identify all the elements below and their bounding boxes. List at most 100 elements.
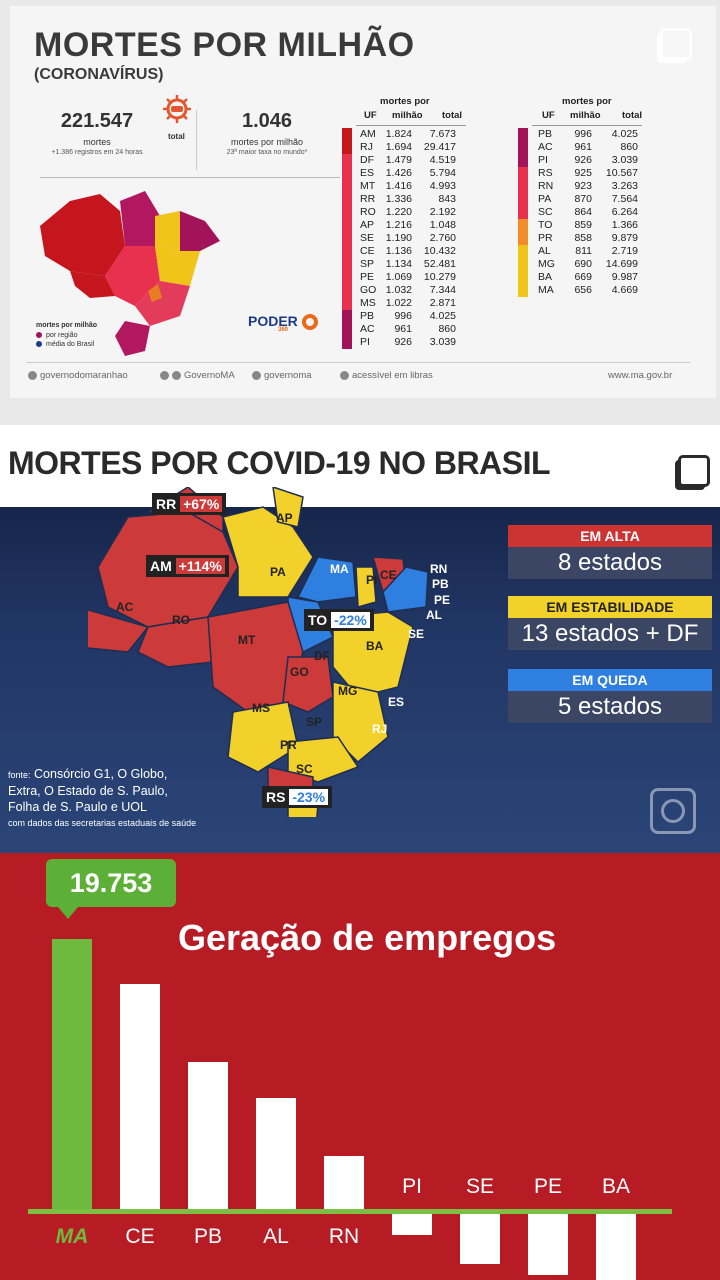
category-label-pb: PB	[193, 1225, 222, 1248]
category-label-ce: CE	[125, 1225, 155, 1248]
table-row: SP 1.134 52.481	[356, 258, 486, 271]
category-label-pe: PE	[533, 1175, 562, 1198]
state-label-ap: AP	[276, 511, 293, 525]
footer-social[interactable]: GovernoMA	[160, 370, 235, 381]
chart-baseline	[28, 1209, 672, 1214]
cell-total: 2.871	[429, 297, 456, 309]
table-row: RR 1.336 843	[356, 193, 486, 206]
footer-website[interactable]: www.ma.gov.br	[608, 370, 673, 381]
row-color-bar	[342, 232, 352, 245]
table-row: CE 1.136 10.432	[356, 245, 486, 258]
row-color-bar	[518, 180, 528, 193]
row-color-bar	[342, 258, 352, 271]
bar-pe	[528, 1214, 568, 1275]
state-label-al: AL	[426, 608, 442, 622]
col-header-milhao: milhão	[570, 110, 601, 121]
multiple-images-icon[interactable]	[678, 455, 710, 487]
status-box-estabilidade: EM ESTABILIDADE 13 estados + DF	[508, 596, 712, 650]
divider	[40, 177, 340, 178]
cell-total: 2.192	[429, 206, 456, 218]
row-color-bar	[342, 245, 352, 258]
chart-geracao-empregos: 19.753 Geração de empregos MA CE PB AL RN PI S…	[0, 853, 720, 1280]
cell-uf: SE	[360, 232, 375, 244]
infographic-covid-brasil: MORTES POR COVID-19 NO BRASIL AP PA MA CE RN…	[0, 425, 720, 853]
cell-uf: SP	[360, 258, 375, 270]
row-color-bar	[342, 219, 352, 232]
cell-uf: AP	[360, 219, 375, 231]
row-color-bar	[342, 323, 352, 336]
legend-item-region: por região	[46, 332, 78, 339]
col-header-total: total	[622, 110, 643, 121]
col-header-mortes: mortes por	[562, 96, 612, 107]
source-line: Extra, O Estado de S. Paulo,	[8, 784, 168, 798]
legend-title: mortes por milhão	[36, 322, 98, 329]
stat-total-label: mortes	[83, 137, 111, 147]
table-row: MA 656 4.669	[532, 284, 662, 297]
cell-per-million: 926	[394, 336, 412, 348]
panel2-header-bar	[0, 425, 720, 507]
state-label-ac: AC	[116, 600, 134, 614]
state-label-sp: SP	[306, 715, 323, 729]
row-color-bar	[342, 154, 352, 167]
table-row: DF 1.479 4.519	[356, 154, 486, 167]
cell-per-million: 1.336	[385, 193, 412, 205]
legend-dot-average	[36, 341, 42, 348]
state-label-pa: PA	[270, 565, 286, 579]
brazil-map-deaths	[40, 191, 220, 356]
cell-total: 843	[438, 193, 456, 205]
footer-libras[interactable]: acessível em libras	[340, 370, 433, 381]
footer-instagram[interactable]: governoma	[252, 370, 312, 381]
infographic-mortes-por-milhao: MORTES POR MILHÃO (CORONAVÍRUS) total 22…	[0, 0, 720, 425]
cell-per-million: 1.032	[385, 284, 412, 296]
row-color-bar	[342, 310, 352, 323]
multiple-images-icon[interactable]	[660, 28, 692, 60]
footer-libras-text: acessível em libras	[352, 370, 433, 381]
table-row: AP 1.216 1.048	[356, 219, 486, 232]
state-label-ce: CE	[380, 568, 397, 582]
cell-uf: BA	[538, 271, 553, 283]
category-label-se: SE	[465, 1175, 494, 1198]
panel1-title: MORTES POR MILHÃO	[34, 26, 415, 64]
table-row: PA 870 7.564	[532, 193, 662, 206]
row-color-bar	[518, 271, 528, 284]
status-box-estabilidade-title: EM ESTABILIDADE	[508, 596, 712, 618]
table-row: MG 690 14.699	[532, 258, 662, 271]
tag-am-state: AM	[150, 558, 172, 574]
cell-per-million: 923	[574, 180, 592, 192]
stat-deaths-per-million: 1.046 mortes por milhão 23ª maior taxa n…	[192, 110, 342, 156]
tag-rr-value: +67%	[180, 496, 223, 512]
cell-total: 3.263	[611, 180, 638, 192]
bar-se	[460, 1214, 500, 1264]
cell-per-million: 1.220	[385, 206, 412, 218]
cell-total: 860	[438, 323, 456, 335]
cell-uf: AL	[538, 245, 551, 257]
state-label-se: SE	[408, 627, 425, 641]
tag-rs-state: RS	[266, 789, 286, 805]
total-label: total	[168, 132, 185, 141]
table-row: TO 859 1.366	[532, 219, 662, 232]
cell-total: 7.344	[429, 284, 456, 296]
table-row: SE 1.190 2.760	[356, 232, 486, 245]
bar-ce	[120, 983, 160, 1211]
cell-uf: MT	[360, 180, 376, 192]
footer-facebook[interactable]: governodomaranhao	[28, 370, 128, 381]
category-label-ba: BA	[601, 1175, 630, 1198]
cell-per-million: 996	[574, 128, 592, 140]
row-color-bar	[518, 258, 528, 271]
cell-total: 4.669	[611, 284, 638, 296]
tag-to-value: -22%	[331, 612, 370, 628]
table-row: ES 1.426 5.794	[356, 167, 486, 180]
cell-total: 9.987	[611, 271, 638, 283]
row-color-bar	[342, 297, 352, 310]
table-row: MS 1.022 2.871	[356, 297, 486, 310]
source-line: Consórcio G1, O Globo,	[34, 767, 168, 781]
cell-uf: AM	[360, 128, 376, 140]
state-label-ba: BA	[366, 639, 384, 653]
tag-rr-state: RR	[156, 496, 177, 512]
footer-divider	[26, 362, 690, 363]
cell-per-million: 864	[574, 206, 592, 218]
deaths-table-left: mortes por UF milhão total AM 1.824 7.673 R…	[342, 96, 476, 356]
col-header-total: total	[442, 110, 463, 121]
bar-ba	[596, 1214, 636, 1280]
state-label-es: ES	[388, 695, 405, 709]
